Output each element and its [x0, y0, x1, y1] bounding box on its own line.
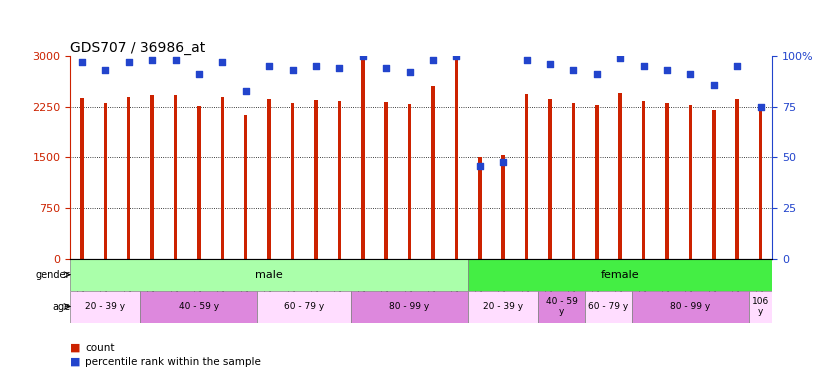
Text: age: age	[52, 302, 70, 312]
Point	[380, 65, 393, 71]
Text: 80 - 99 y: 80 - 99 y	[670, 302, 710, 311]
Text: 20 - 39 y: 20 - 39 y	[483, 302, 523, 311]
Point	[99, 68, 112, 74]
Text: 80 - 99 y: 80 - 99 y	[389, 302, 430, 311]
Bar	[197, 105, 201, 259]
Bar	[585, 291, 632, 322]
Text: male: male	[255, 270, 283, 280]
Point	[403, 69, 416, 75]
Point	[449, 53, 463, 59]
Point	[567, 68, 580, 74]
Text: ■: ■	[70, 342, 81, 352]
Bar	[749, 291, 772, 322]
Bar	[314, 100, 318, 259]
Point	[169, 57, 183, 63]
Text: female: female	[601, 270, 639, 280]
Text: 20 - 39 y: 20 - 39 y	[85, 302, 126, 311]
Point	[263, 63, 276, 69]
Bar	[70, 291, 140, 322]
Point	[216, 59, 229, 65]
Bar	[384, 102, 388, 259]
Text: gender: gender	[36, 270, 70, 280]
Bar	[501, 156, 505, 259]
Bar	[173, 95, 178, 259]
Point	[240, 88, 253, 94]
Text: 40 - 59 y: 40 - 59 y	[179, 302, 219, 311]
Point	[544, 62, 557, 68]
Bar	[291, 103, 294, 259]
Point	[520, 57, 534, 63]
Point	[426, 57, 439, 63]
Bar	[712, 110, 715, 259]
Point	[145, 57, 159, 63]
Bar	[572, 103, 575, 259]
Bar	[150, 95, 154, 259]
Bar	[468, 291, 539, 322]
Bar	[525, 94, 529, 259]
Bar	[632, 291, 749, 322]
Point	[496, 159, 510, 165]
Text: ■: ■	[70, 356, 81, 366]
Bar	[735, 99, 739, 259]
Bar	[539, 291, 585, 322]
Bar	[221, 98, 224, 259]
Text: percentile rank within the sample: percentile rank within the sample	[85, 357, 261, 367]
Bar	[244, 115, 248, 259]
Bar	[595, 105, 599, 259]
Bar	[468, 259, 772, 291]
Point	[75, 59, 88, 65]
Point	[730, 63, 743, 69]
Bar	[70, 259, 468, 291]
Point	[356, 53, 369, 59]
Bar	[548, 99, 552, 259]
Bar	[642, 101, 645, 259]
Bar	[689, 105, 692, 259]
Bar	[759, 105, 762, 259]
Bar	[268, 99, 271, 259]
Bar	[478, 158, 482, 259]
Bar	[454, 56, 458, 259]
Point	[192, 72, 206, 78]
Bar	[258, 291, 351, 322]
Point	[591, 72, 604, 78]
Point	[122, 59, 135, 65]
Text: 60 - 79 y: 60 - 79 y	[284, 302, 325, 311]
Point	[614, 55, 627, 61]
Bar	[80, 98, 83, 259]
Bar	[127, 98, 131, 259]
Bar	[665, 103, 669, 259]
Point	[637, 63, 650, 69]
Text: 40 - 59
y: 40 - 59 y	[546, 297, 577, 316]
Bar	[103, 104, 107, 259]
Text: count: count	[85, 343, 115, 353]
Point	[684, 72, 697, 78]
Text: 60 - 79 y: 60 - 79 y	[588, 302, 629, 311]
Bar	[431, 86, 434, 259]
Point	[333, 65, 346, 71]
Bar	[408, 104, 411, 259]
Bar	[361, 59, 364, 259]
Point	[707, 82, 720, 88]
Bar	[619, 93, 622, 259]
Bar	[140, 291, 258, 322]
Point	[754, 104, 767, 110]
Point	[660, 68, 673, 74]
Bar	[338, 102, 341, 259]
Text: GDS707 / 36986_at: GDS707 / 36986_at	[70, 41, 206, 55]
Text: 106
y: 106 y	[752, 297, 769, 316]
Point	[473, 163, 487, 169]
Point	[310, 63, 323, 69]
Point	[286, 68, 299, 74]
Bar	[351, 291, 468, 322]
